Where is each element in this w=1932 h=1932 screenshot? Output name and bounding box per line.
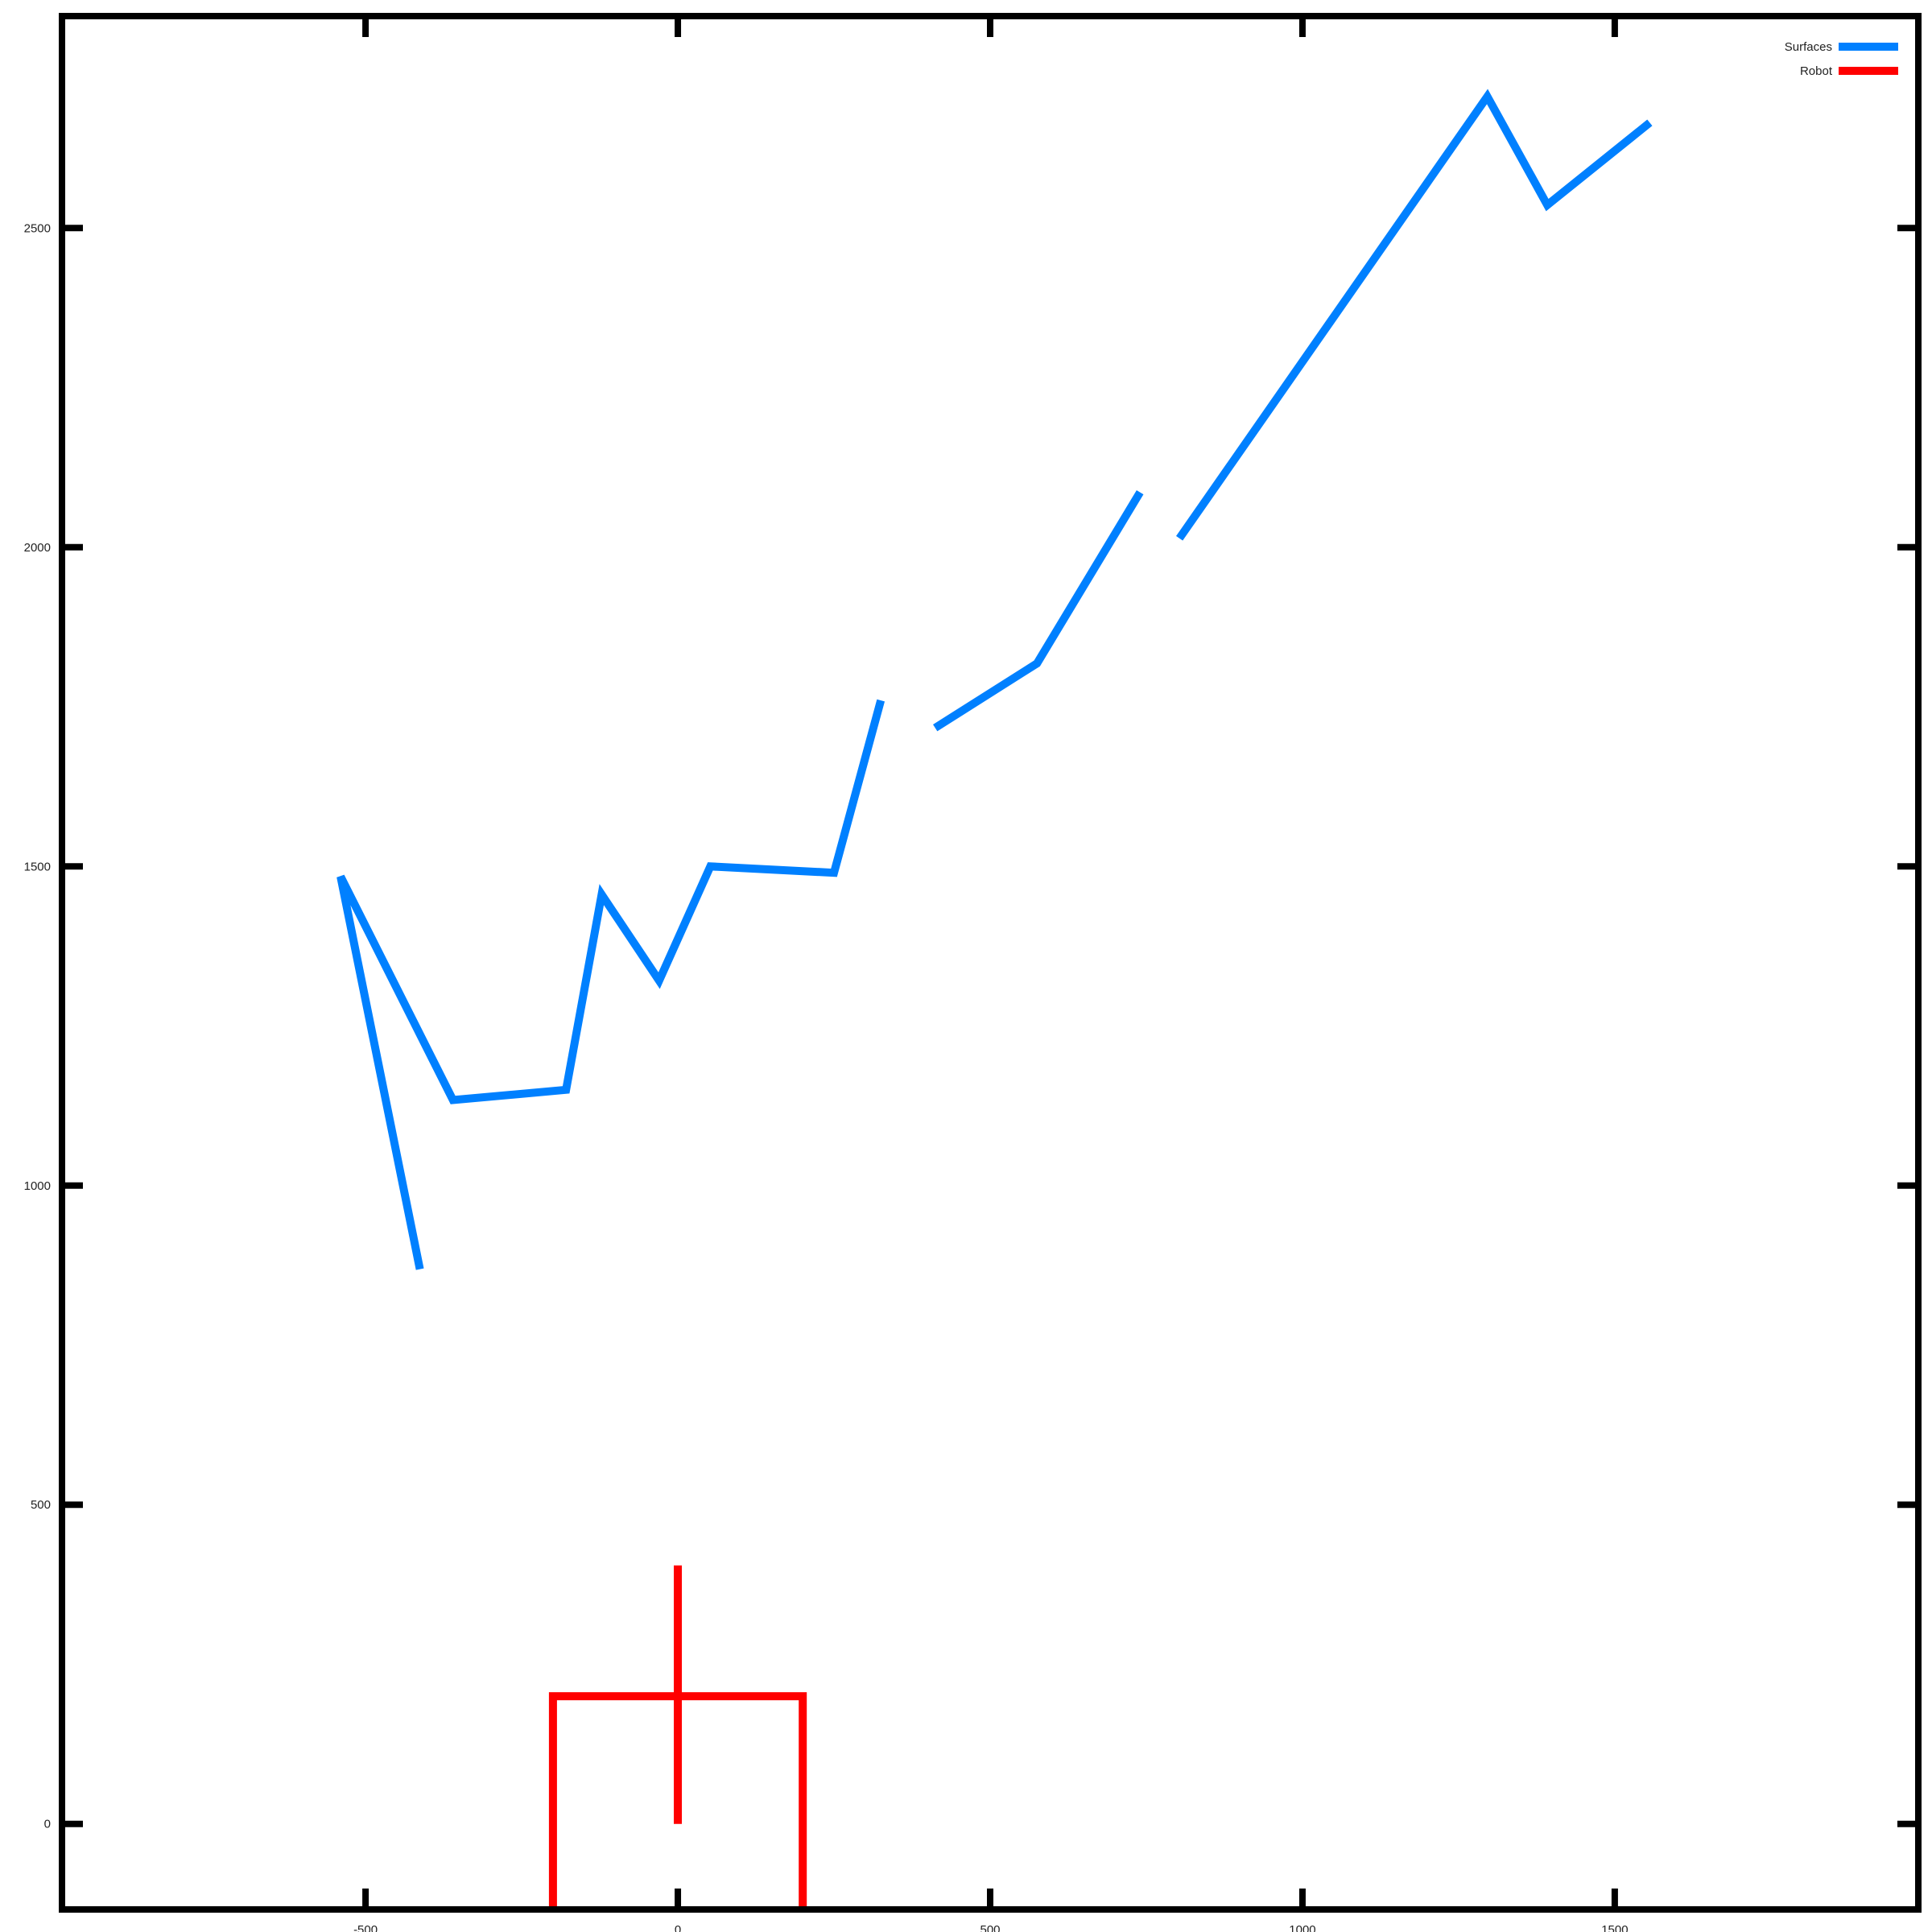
legend-item-robot: Robot bbox=[1800, 64, 1898, 78]
series-surfaces-segment-2 bbox=[933, 490, 1144, 732]
series-surfaces-segment-3 bbox=[1175, 89, 1653, 541]
y-tick-label: 0 bbox=[44, 1818, 51, 1831]
legend: Surfaces Robot bbox=[1785, 40, 1898, 78]
series-layer bbox=[336, 89, 1653, 1909]
x-tick-label: 500 bbox=[980, 1923, 1000, 1932]
ticks-layer: -500 0 500 1000 1500 0 500 1000 1500 2000 2500 bbox=[24, 16, 1918, 1932]
series-surfaces-segment-1 bbox=[336, 699, 886, 1270]
x-tick-label: -500 bbox=[353, 1923, 378, 1932]
x-tick-label: 1500 bbox=[1601, 1923, 1628, 1932]
y-tick-label: 2500 bbox=[24, 221, 51, 235]
x-tick-label: 1000 bbox=[1289, 1923, 1315, 1932]
legend-item-surfaces: Surfaces bbox=[1785, 40, 1898, 54]
legend-label: Surfaces bbox=[1785, 40, 1832, 54]
y-tick-label: 1000 bbox=[24, 1179, 51, 1193]
y-tick-label: 1500 bbox=[24, 860, 51, 873]
y-tick-label: 500 bbox=[31, 1498, 51, 1512]
plot-frame bbox=[59, 13, 1922, 1913]
y-tick-label: 2000 bbox=[24, 541, 51, 555]
legend-label: Robot bbox=[1800, 64, 1833, 78]
x-tick-label: 0 bbox=[675, 1923, 681, 1932]
